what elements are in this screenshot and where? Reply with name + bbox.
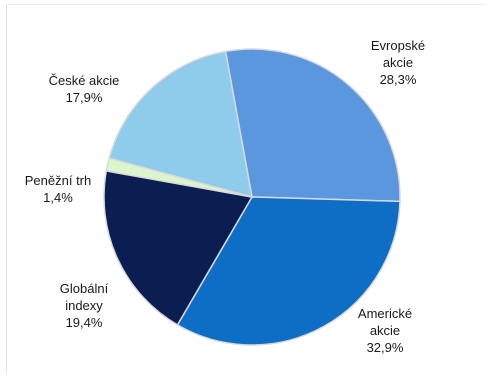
pie-slice-4	[108, 50, 253, 198]
slice-label-line: indexy	[65, 298, 103, 313]
slice-label-line: 32,9%	[367, 340, 404, 355]
slice-label-line: Peněžní trh	[25, 173, 92, 188]
chart-border	[6, 4, 485, 374]
pie-slices	[103, 48, 401, 346]
slice-labels: Evropské akcie 28,3% Americké akcie 32,9% Glob…	[25, 38, 425, 355]
slice-label-line: akcie	[383, 55, 413, 70]
slice-label-line: 17,9%	[66, 90, 103, 105]
slice-label-4: České akcie 17,9%	[49, 73, 120, 105]
pie-slice-1	[176, 196, 401, 346]
slice-label-line: Globální	[60, 281, 109, 296]
slice-label-line: akcie	[370, 323, 400, 338]
slice-label-line: 1,4%	[43, 190, 73, 205]
pie-slice-0	[224, 48, 401, 203]
slice-label-3: Peněžní trh 1,4%	[25, 173, 92, 205]
slice-label-2: Globální indexy 19,4%	[60, 281, 109, 330]
slice-label-line: Americké	[358, 306, 412, 321]
slice-label-line: České akcie	[49, 73, 120, 88]
slice-label-line: 28,3%	[380, 72, 417, 87]
slice-label-line: 19,4%	[66, 315, 103, 330]
slice-label-1: Americké akcie 32,9%	[358, 306, 412, 355]
slice-label-0: Evropské akcie 28,3%	[371, 38, 425, 87]
slice-label-line: Evropské	[371, 38, 425, 53]
pie-slice-2	[103, 170, 253, 326]
